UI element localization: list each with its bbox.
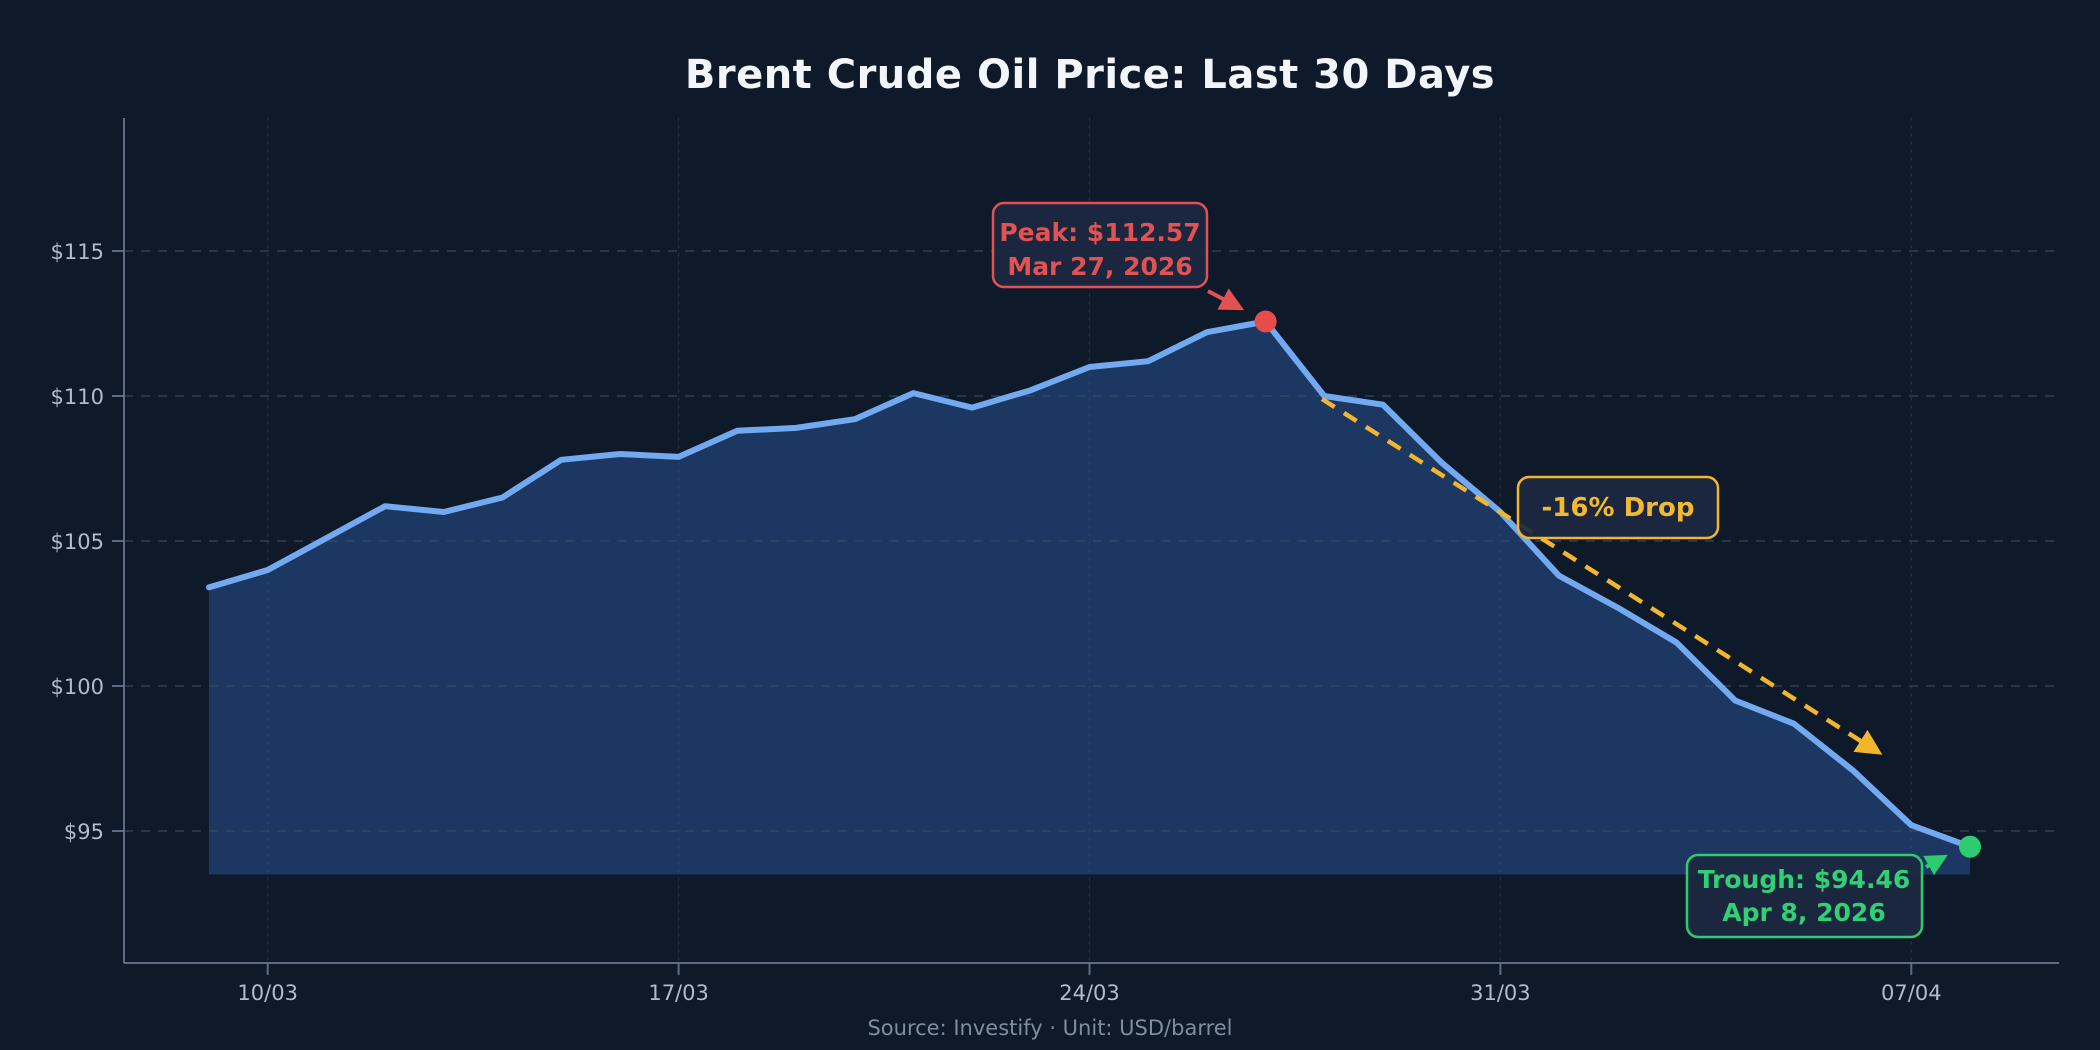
peak-annotation-box bbox=[991, 201, 1209, 289]
trough-annotation-arrow bbox=[1923, 854, 1948, 876]
peak-annotation: Peak: $112.57 Mar 27, 2026 bbox=[991, 201, 1245, 311]
peak-point-dot bbox=[1254, 310, 1277, 333]
price-area-fill bbox=[209, 321, 1970, 875]
peak-annotation-arrow bbox=[1207, 288, 1245, 311]
x-tick-label-17/03: 17/03 bbox=[648, 981, 709, 1005]
drop-annotation-label: -16% Drop bbox=[1542, 493, 1695, 523]
axis-tick-labels: $95 $100 $105 $110 $115 10/03 17/03 24/03 31/03 0… bbox=[51, 240, 1942, 1005]
chart-title: Brent Crude Oil Price: Last 30 Days bbox=[684, 52, 1496, 98]
x-tick-label-10/03: 10/03 bbox=[237, 981, 298, 1005]
x-tick-label-07/04: 07/04 bbox=[1881, 981, 1942, 1005]
peak-annotation-price: Peak: $112.57 bbox=[999, 218, 1200, 247]
y-tick-label-95: $95 bbox=[64, 820, 104, 844]
y-tick-label-105: $105 bbox=[51, 530, 104, 554]
source-note: Source: Investify · Unit: USD/barrel bbox=[867, 1016, 1233, 1040]
trough-annotation: Trough: $94.46 Apr 8, 2026 bbox=[1685, 853, 1948, 939]
peak-annotation-date: Mar 27, 2026 bbox=[1007, 252, 1192, 281]
y-tick-label-110: $110 bbox=[51, 385, 104, 409]
trough-point-dot bbox=[1959, 835, 1981, 858]
x-tick-label-31/03: 31/03 bbox=[1470, 981, 1531, 1005]
drop-annotation: -16% Drop bbox=[1516, 475, 1720, 540]
y-tick-label-100: $100 bbox=[51, 675, 104, 699]
trough-annotation-price: Trough: $94.46 bbox=[1698, 865, 1910, 894]
axis-ticks bbox=[112, 250, 1913, 975]
x-tick-label-24/03: 24/03 bbox=[1059, 981, 1120, 1005]
drop-trend-arrow bbox=[1320, 397, 1883, 755]
drop-annotation-box bbox=[1516, 475, 1720, 540]
price-line bbox=[206, 318, 1973, 850]
trough-annotation-box bbox=[1685, 853, 1924, 939]
y-tick-label-115: $115 bbox=[51, 240, 104, 264]
trough-annotation-date: Apr 8, 2026 bbox=[1722, 898, 1885, 927]
